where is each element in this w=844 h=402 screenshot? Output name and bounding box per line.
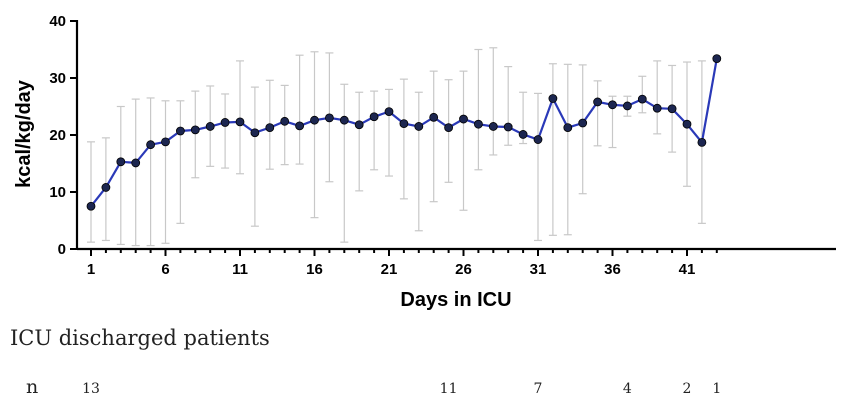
data-point (399, 119, 409, 128)
data-point (682, 119, 692, 129)
data-point (146, 140, 156, 150)
data-point (712, 54, 722, 64)
data-point (131, 158, 141, 168)
data-point (637, 94, 647, 104)
data-point (459, 114, 468, 124)
data-point (369, 112, 379, 122)
data-point (473, 119, 483, 129)
data-point (220, 118, 230, 127)
x-tick-label: 21 (381, 261, 398, 278)
data-point (295, 121, 305, 131)
data-point (623, 101, 632, 111)
x-axis-title: Days in ICU (400, 289, 511, 311)
data-point (161, 137, 170, 147)
data-point (444, 123, 454, 132)
data-point (652, 103, 662, 113)
data-point (235, 117, 245, 127)
data-point (414, 122, 424, 131)
y-tick-label: 20 (49, 127, 66, 144)
axes (75, 20, 836, 251)
data-point (310, 115, 319, 125)
x-tick-label: 26 (455, 261, 472, 278)
data-point (205, 122, 215, 131)
data-point (488, 122, 498, 131)
discharge-title: ICU discharged patients (10, 326, 270, 350)
discharge-count: 2 (682, 381, 692, 397)
data-point (697, 138, 707, 147)
x-tick-label: 31 (530, 261, 547, 278)
discharge-count: 11 (439, 381, 458, 397)
y-axis-title: kcal/kg/day (13, 79, 35, 188)
data-point (190, 125, 200, 135)
y-tick-label: 10 (49, 184, 66, 201)
x-tick-label: 11 (232, 261, 248, 278)
discharge-count: 13 (82, 381, 100, 397)
data-point (429, 112, 439, 122)
data-point (339, 115, 349, 125)
data-point (280, 116, 290, 126)
data-point (324, 113, 334, 123)
data-point (518, 130, 528, 139)
n-label: n (26, 376, 39, 398)
data-point (667, 104, 677, 114)
data-point (578, 118, 588, 128)
y-tick-label: 40 (49, 13, 66, 30)
x-tick-label: 16 (306, 261, 323, 278)
x-tick-label: 41 (679, 261, 696, 278)
discharge-count: 1 (712, 381, 722, 397)
data-point (503, 122, 513, 132)
data-point (593, 97, 602, 107)
error-bars (87, 47, 706, 247)
x-tick-label: 6 (161, 261, 169, 278)
x-tick-label: 36 (604, 261, 621, 278)
data-point (608, 100, 617, 110)
data-point (354, 120, 364, 130)
x-tick-label: 1 (87, 261, 95, 278)
data-point (563, 123, 573, 132)
y-tick-label: 0 (58, 241, 66, 258)
data-point (548, 94, 558, 103)
data-point (384, 107, 394, 117)
discharge-count: 4 (622, 381, 632, 397)
data-point (533, 135, 543, 144)
data-point (101, 183, 111, 192)
data-point (265, 123, 275, 132)
y-tick-label: 30 (49, 70, 66, 87)
data-point (116, 157, 126, 167)
data-point (175, 126, 185, 136)
data-point (250, 128, 260, 138)
discharge-count: 7 (533, 381, 543, 397)
data-point (86, 201, 96, 211)
data-points (86, 54, 722, 211)
